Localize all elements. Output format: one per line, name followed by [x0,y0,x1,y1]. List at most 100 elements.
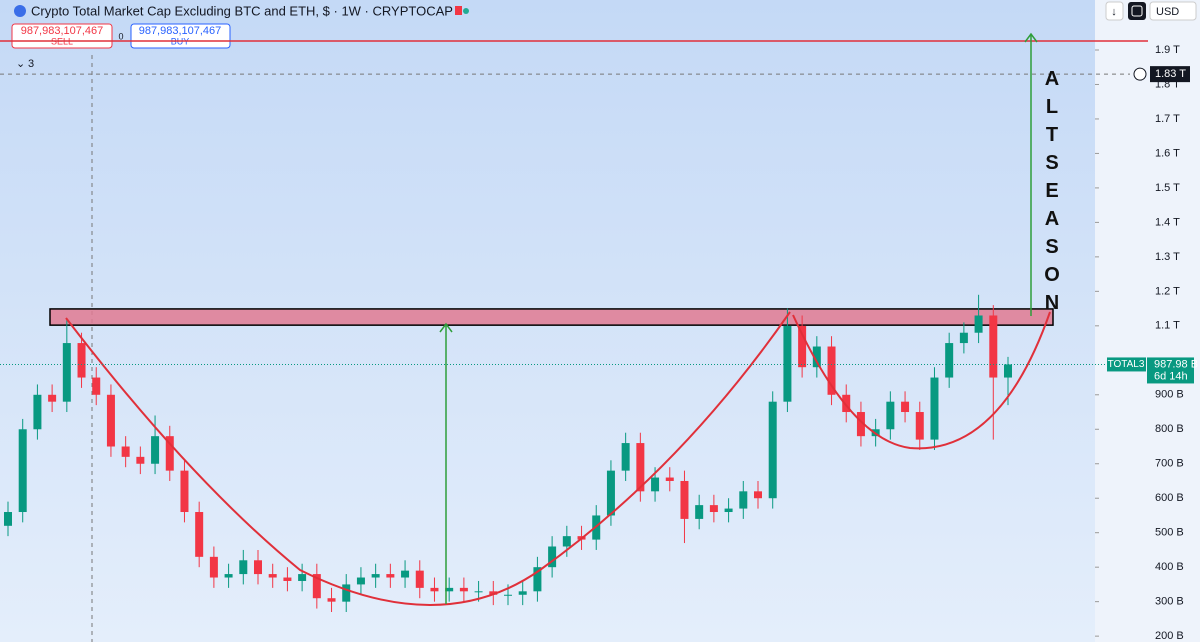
candle-body [680,480,689,519]
y-tick-label: 1.3 T [1155,251,1180,263]
candle-body [562,536,571,547]
candle-body [224,574,233,578]
candle-body [695,505,704,519]
y-tick-label: 700 B [1155,458,1184,470]
candle-body [342,584,351,602]
spread: 0 [118,31,123,41]
status-dot [463,8,469,14]
chart-header-title: Crypto Total Market Cap Excluding BTC an… [31,3,453,18]
candle-body [812,346,821,368]
candle-body [165,436,174,471]
candle-body [489,591,498,595]
candle-body [533,567,542,592]
candle-body [1004,364,1012,378]
candle-body [106,394,115,447]
candle-body [77,343,86,378]
candle-body [209,556,218,578]
crosshair-label: 1.83 T [1155,68,1186,80]
candle-body [268,574,277,578]
candle-body [312,574,321,599]
candle-body [739,491,748,509]
y-tick-label: 500 B [1155,527,1184,539]
candle-body [915,412,924,440]
candle-body [298,574,307,581]
candle-body [48,394,57,402]
candle-body [430,587,439,592]
candle-body [709,505,718,513]
download-icon: ↓ [1111,6,1117,18]
altseason-annotation: ALTSEASON [1041,68,1063,320]
candle-body [151,436,160,464]
collapse-icon[interactable]: ⌄ [16,58,25,70]
y-tick-label: 1.2 T [1155,285,1180,297]
candle-body [18,429,27,513]
y-tick-label: 1.5 T [1155,182,1180,194]
crosshair-label-bg [1150,66,1190,83]
target-arrow [1024,32,1038,316]
y-tick-label: 1.4 T [1155,216,1180,228]
y-tick-label: 300 B [1155,596,1184,608]
resistance-zone [49,308,1054,326]
candle-body [386,574,395,578]
candle-body [254,560,262,575]
candle-body [901,401,910,413]
candle-body [180,470,189,513]
measure-arrow [439,322,453,604]
candle-body [724,508,733,513]
candle-body [621,443,630,471]
candle-body [518,591,527,595]
y-tick-label: 200 B [1155,630,1184,642]
y-tick-label: 900 B [1155,389,1184,401]
candle-body [4,512,12,526]
candle-body [33,394,42,430]
currency-label: USD [1156,6,1179,18]
candle-body [548,546,557,568]
y-tick-label: 1.1 T [1155,320,1180,332]
candle-body [798,325,807,368]
flag-icon[interactable] [455,6,462,15]
candle-body [636,443,645,492]
candle-body [136,456,145,464]
candle-body [401,570,410,578]
symbol-label: TOTAL3 [1108,359,1145,370]
y-tick-label: 1.6 T [1155,147,1180,159]
candle-body [651,477,660,492]
candle-body [974,315,983,333]
cup-curve [65,311,791,606]
last-price-label: 987.98 B [1154,358,1198,370]
crosshair-add-button [1133,67,1147,81]
candle-body [842,394,851,413]
candle-body [930,377,939,440]
handle-curve [792,311,1051,450]
fullscreen-icon [1131,5,1143,17]
symbol-label-bg [1107,357,1146,372]
candle-body [856,412,865,437]
candle-body [92,377,101,395]
y-tick-label: 1.7 T [1155,113,1180,125]
sell-price: 987,983,107,467 [21,25,104,37]
candle-body [283,577,292,581]
candle-body [989,315,998,378]
buy-button[interactable] [130,23,231,49]
candle-body [754,491,762,499]
last-price-bg [1147,357,1194,384]
candle-body [606,470,615,516]
candle-body [959,332,968,344]
candle-body [827,346,836,395]
y-tick-label: 800 B [1155,423,1184,435]
candle-body [504,594,512,596]
candle-body [665,477,674,481]
currency-select[interactable] [1149,1,1197,21]
candle-body [445,587,454,592]
countdown: 6d 14h [1154,370,1188,382]
sell-button[interactable] [11,23,113,49]
candle-body [195,512,204,557]
fullscreen-button[interactable] [1128,2,1146,20]
y-tick-label: 1.9 T [1155,44,1180,56]
candle-body [886,401,895,430]
candle-body [415,570,424,588]
candle-body [768,401,777,499]
download-button[interactable] [1105,1,1124,21]
candle-body [783,325,792,402]
